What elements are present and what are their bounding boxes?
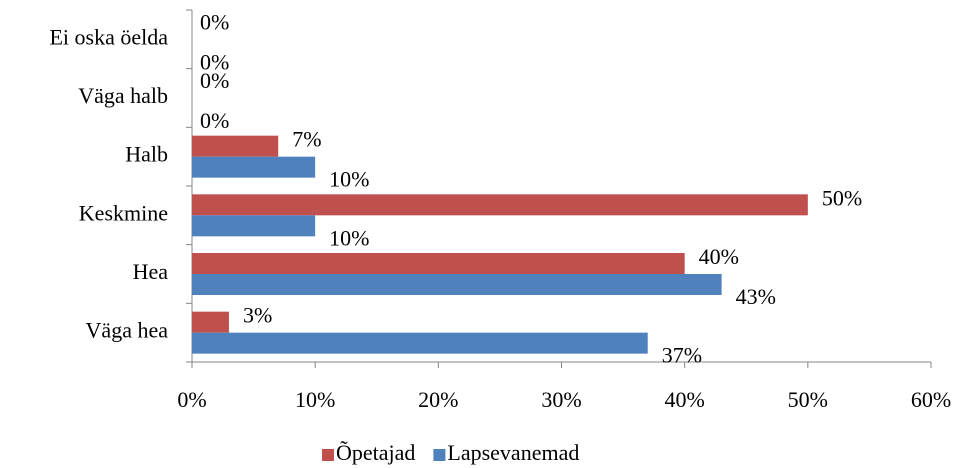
x-tick-label: 50% (788, 387, 828, 412)
value-label: 0% (200, 49, 229, 74)
bar (192, 194, 808, 216)
x-tick-label: 0% (177, 387, 206, 412)
legend-swatch (433, 449, 446, 461)
value-label: 0% (200, 108, 229, 133)
value-label: 40% (699, 244, 739, 269)
value-label: 0% (200, 68, 229, 93)
y-tick-label: Halb (125, 142, 168, 167)
bar (192, 274, 722, 295)
legend-label: Lapsevanemad (447, 440, 579, 465)
legend-label: Õpetajad (336, 440, 415, 465)
value-label: 43% (736, 284, 776, 309)
value-label: 3% (243, 303, 272, 328)
y-tick-label: Väga halb (78, 83, 168, 108)
x-tick-label: 20% (418, 387, 458, 412)
bar (192, 311, 229, 333)
value-label: 37% (662, 343, 702, 368)
bar (192, 332, 648, 354)
y-tick-label: Väga hea (86, 318, 169, 343)
y-tick-label: Keskmine (79, 200, 168, 225)
x-tick-label: 30% (541, 387, 581, 412)
value-label: 10% (329, 167, 369, 192)
x-tick-label: 60% (911, 387, 951, 412)
bar (192, 135, 279, 157)
value-label: 10% (329, 225, 369, 250)
value-label: 50% (822, 185, 862, 210)
bar (192, 156, 316, 178)
value-label: 0% (200, 9, 229, 34)
y-tick-label: Hea (133, 259, 169, 284)
legend-swatch (322, 449, 334, 461)
bar (192, 253, 685, 274)
x-tick-label: 40% (665, 387, 705, 412)
x-tick-label: 10% (295, 387, 335, 412)
bar (192, 215, 316, 237)
value-label: 7% (292, 127, 321, 152)
y-tick-label: Ei oska öelda (49, 24, 168, 49)
